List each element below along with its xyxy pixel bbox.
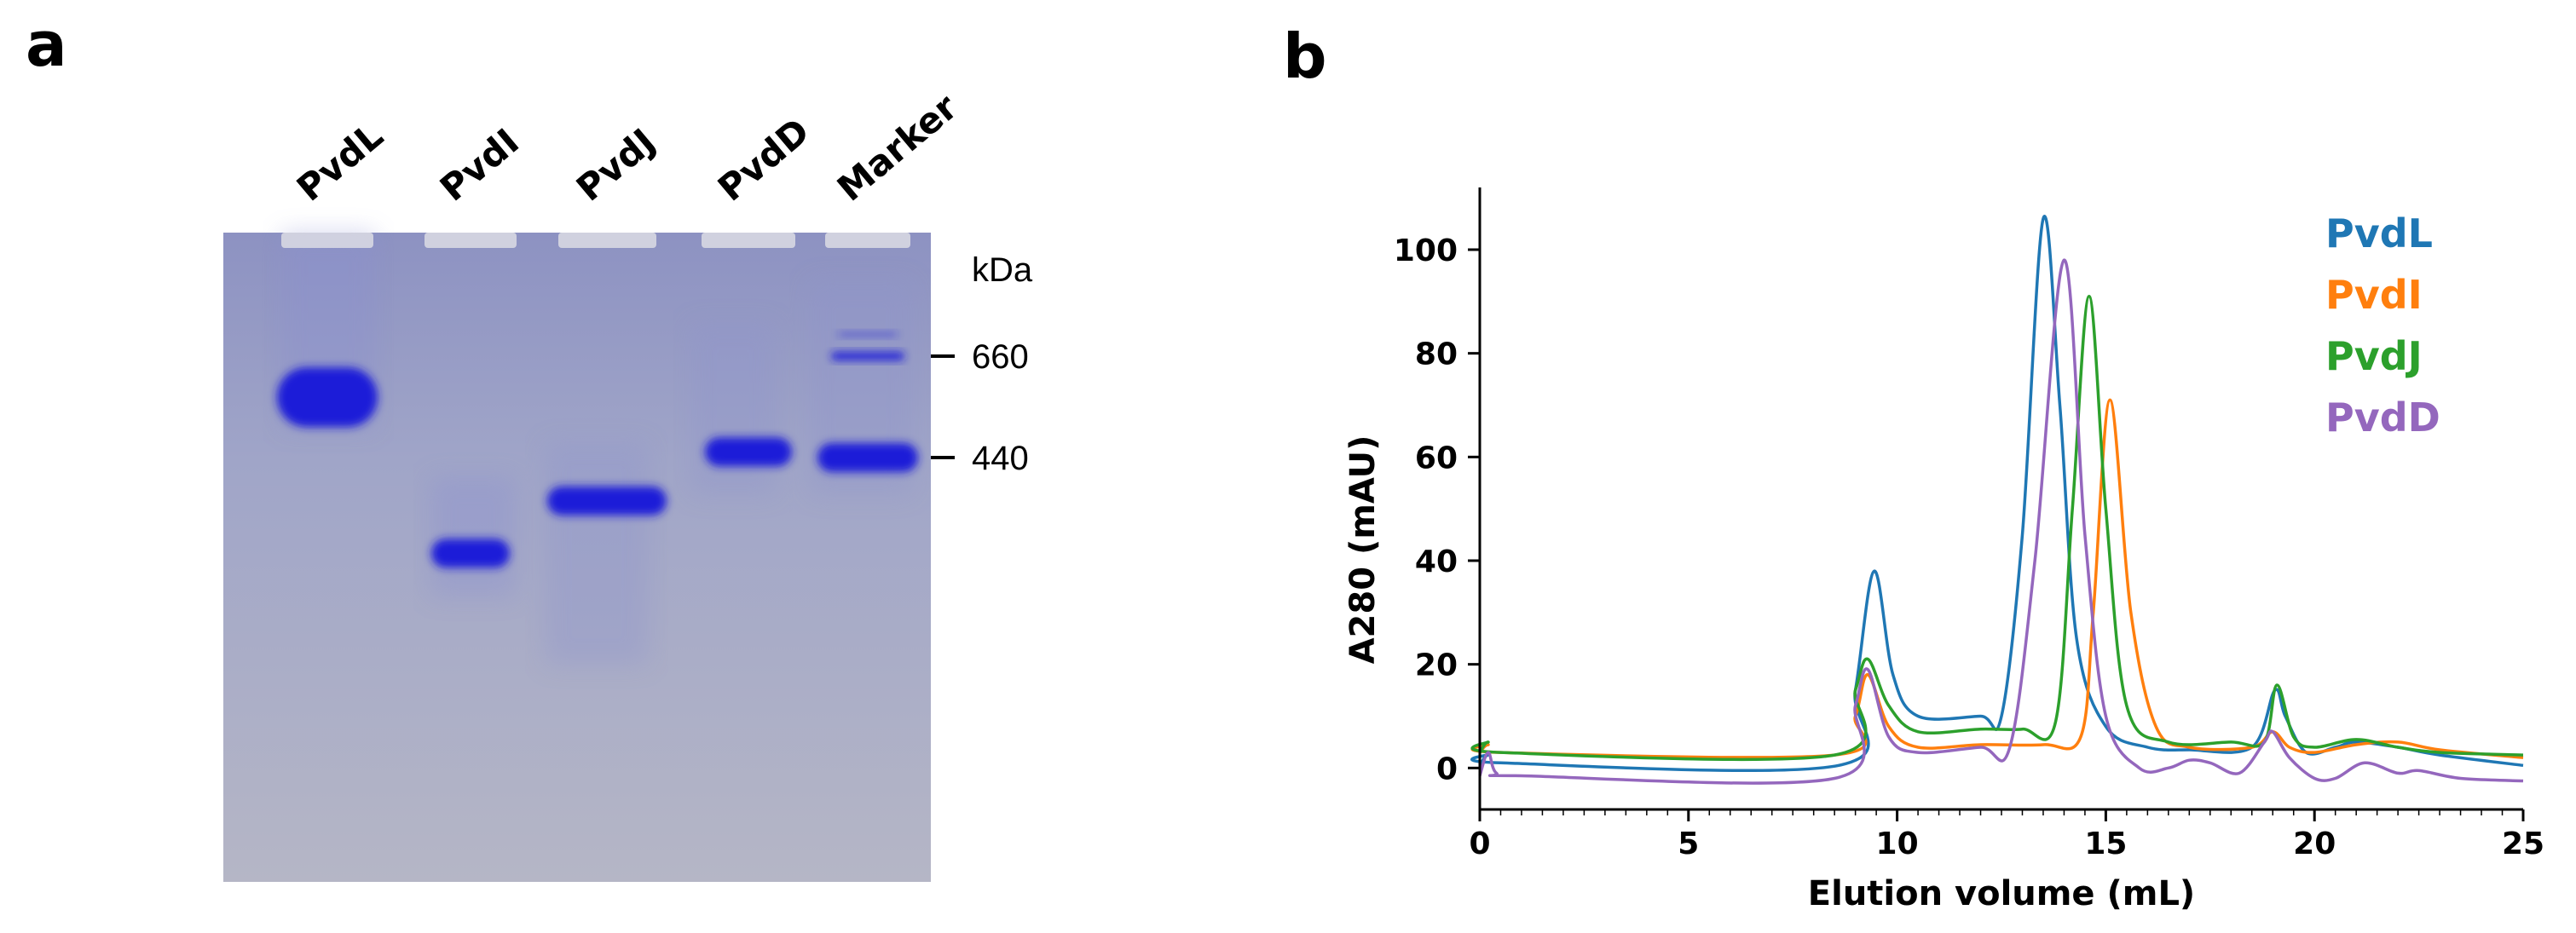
- y-tick-label: 0: [1436, 752, 1458, 786]
- y-tick-label: 60: [1415, 441, 1458, 475]
- legend-entry-pvdl: PvdL: [2325, 210, 2433, 256]
- panel-label-b: b: [1283, 20, 1327, 92]
- legend-entry-pvdi: PvdI: [2325, 272, 2423, 318]
- series-line-pvdi: [1470, 398, 2524, 759]
- gel-band-marker-2: [817, 443, 918, 472]
- marker-label-660: 660: [972, 338, 1029, 376]
- lane-label-pvdj: PvdJ: [569, 120, 663, 209]
- chart-axes: 0 5 10 15 20 25 0 20 40 60 80 100: [1394, 187, 2544, 861]
- legend-entry-pvdd: PvdD: [2325, 395, 2440, 441]
- y-tick-label: 80: [1415, 337, 1458, 372]
- x-tick-label: 0: [1469, 826, 1490, 861]
- gel-band-marker-0: [838, 331, 898, 337]
- lane-label-marker: Marker: [829, 86, 966, 210]
- x-tick-label: 5: [1678, 826, 1699, 861]
- gel-wells: [281, 233, 910, 248]
- kda-unit-label: kDa: [972, 251, 1033, 289]
- sec-chromatogram: 0 5 10 15 20 25 0 20 40 60 80 100 Elution volume (m…: [1343, 187, 2544, 913]
- legend-entry-pvdj: PvdJ: [2325, 333, 2423, 379]
- series-line-pvdd: [1478, 258, 2524, 785]
- panel-label-a: a: [26, 9, 67, 80]
- lane-label-pvdd: PvdD: [710, 110, 817, 210]
- x-tick-label: 10: [1876, 826, 1919, 861]
- x-axis-title: Elution volume (mL): [1808, 874, 2195, 913]
- chart-lines: [1470, 215, 2524, 785]
- x-tick-label: 25: [2502, 826, 2544, 861]
- x-tick-label: 20: [2293, 826, 2336, 861]
- lane-label-pvdi: PvdI: [432, 120, 527, 209]
- y-axis-title: A280 (mAU): [1343, 435, 1383, 665]
- lane-label-pvdl: PvdL: [289, 114, 391, 209]
- x-tick-label: 15: [2084, 826, 2127, 861]
- chart-legend: PvdL PvdI PvdJ PvdD: [2325, 210, 2440, 441]
- gel-lane-streaks: [281, 233, 912, 665]
- y-tick-label: 20: [1415, 648, 1458, 683]
- marker-label-440: 440: [972, 440, 1029, 477]
- gel-band-pvdl-0: [277, 367, 378, 428]
- gel-band-marker-1: [831, 352, 904, 360]
- gel-bands: [277, 331, 918, 568]
- gel-band-pvdd-0: [705, 437, 792, 467]
- y-tick-label: 100: [1394, 233, 1458, 268]
- gel-figure: PvdL PvdI PvdJ PvdD Marker kDa 660 440: [223, 86, 1033, 882]
- y-tick-label: 40: [1415, 544, 1458, 579]
- gel-band-pvdj-0: [547, 486, 667, 515]
- gel-band-pvdi-0: [431, 538, 510, 568]
